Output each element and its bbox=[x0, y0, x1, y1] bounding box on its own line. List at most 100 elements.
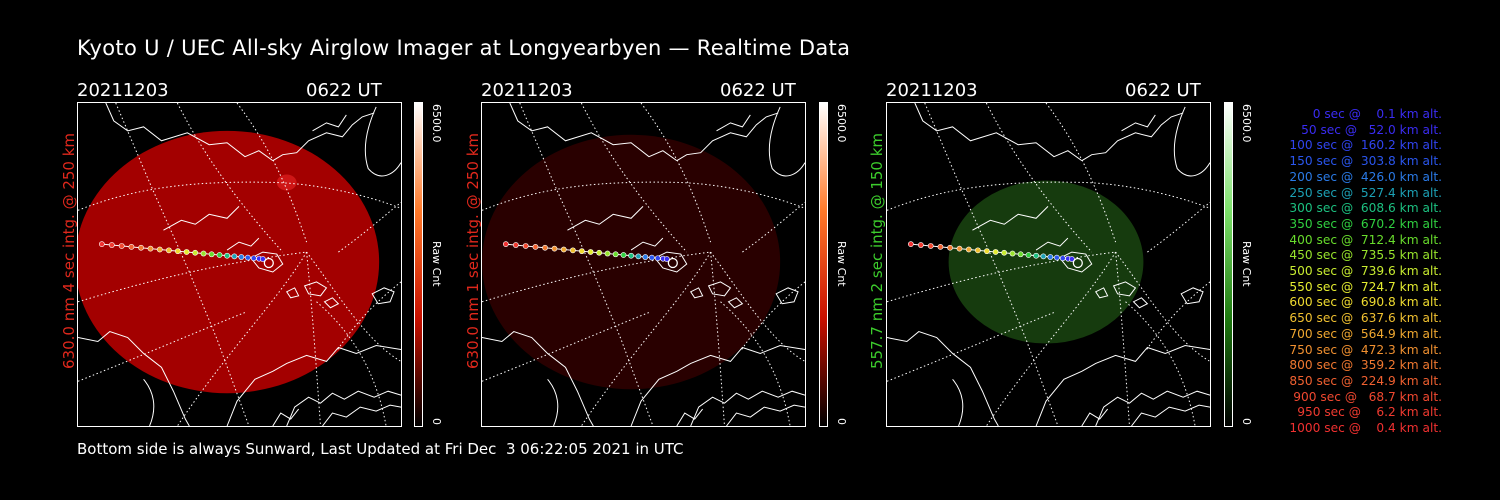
trajectory-point bbox=[502, 241, 509, 248]
trajectory-point bbox=[192, 249, 199, 256]
coastline bbox=[1035, 237, 1069, 251]
panel-1-cbar-max: 6500.0 bbox=[430, 104, 443, 143]
panel-2-time: 0622 UT bbox=[720, 80, 796, 101]
grid-line bbox=[519, 103, 654, 426]
coastline bbox=[105, 103, 274, 162]
panel-3-cbar-min: 0 bbox=[1240, 418, 1253, 425]
coastline bbox=[371, 287, 395, 305]
grid-line bbox=[1147, 201, 1210, 253]
coastline bbox=[707, 281, 732, 297]
coastline bbox=[716, 114, 751, 132]
legend-item: 400 sec @ 712.4 km alt. bbox=[1289, 232, 1442, 247]
panel-2-image bbox=[481, 102, 806, 427]
grid-line bbox=[1115, 252, 1130, 426]
grid-line bbox=[482, 181, 805, 211]
panel-3-date: 20211203 bbox=[886, 80, 978, 101]
trajectory-point bbox=[542, 244, 548, 251]
grid-line bbox=[306, 252, 321, 426]
trajectory-point bbox=[975, 247, 981, 254]
trajectory-point bbox=[1025, 252, 1032, 258]
panel-3-ylabel: 557.7 nm 2 sec intg. @ 150 km bbox=[868, 132, 886, 369]
panel-3-cbar-max: 6500.0 bbox=[1240, 104, 1253, 143]
grid-line bbox=[176, 251, 308, 426]
panel-1-date: 20211203 bbox=[77, 80, 169, 101]
station-marker bbox=[667, 257, 678, 269]
trajectory-point bbox=[596, 249, 603, 256]
coastline bbox=[163, 206, 240, 231]
panel-1-ylabel: 630.0 nm 4 sec intg. @ 250 km bbox=[60, 132, 78, 369]
coastline bbox=[1095, 390, 1210, 426]
coastline bbox=[775, 287, 799, 305]
coastline bbox=[250, 251, 284, 273]
legend-item: 500 sec @ 739.6 km alt. bbox=[1289, 264, 1442, 279]
trajectory-point bbox=[174, 248, 181, 255]
grid-line bbox=[710, 252, 725, 426]
legend-item: 250 sec @ 527.4 km alt. bbox=[1289, 185, 1442, 200]
panel-1-cbar-unit: Raw Cnt bbox=[430, 241, 443, 287]
trajectory-point bbox=[138, 244, 144, 251]
coastline bbox=[952, 378, 964, 426]
trajectory-point bbox=[259, 256, 266, 262]
trajectory-point bbox=[1059, 255, 1066, 262]
panel-1-image bbox=[77, 102, 402, 427]
trajectory-point bbox=[648, 254, 655, 261]
trajectory-point bbox=[244, 254, 251, 261]
trajectory-point bbox=[238, 254, 245, 260]
page-title: Kyoto U / UEC All-sky Airglow Imager at … bbox=[77, 36, 851, 60]
coastline bbox=[676, 408, 704, 426]
trajectory-point bbox=[917, 242, 924, 248]
trajectory-point bbox=[612, 251, 619, 258]
panel-1-colorbar bbox=[414, 102, 423, 427]
grid-line bbox=[78, 311, 248, 382]
airglow-image bbox=[78, 130, 380, 394]
trajectory-point bbox=[927, 243, 934, 249]
legend-item: 300 sec @ 608.6 km alt. bbox=[1289, 201, 1442, 216]
trajectory-point bbox=[1047, 254, 1054, 260]
coastline bbox=[272, 408, 300, 426]
trajectory-point bbox=[118, 243, 125, 249]
legend-item: 900 sec @ 68.7 km alt. bbox=[1293, 389, 1442, 404]
coastline bbox=[1173, 106, 1210, 177]
panel-3-colorbar bbox=[1224, 102, 1233, 427]
grid-line bbox=[176, 103, 284, 253]
coastline bbox=[285, 287, 300, 299]
coastline bbox=[630, 344, 805, 426]
trajectory-point bbox=[183, 249, 190, 255]
coastline bbox=[1094, 287, 1109, 299]
panel-2-date: 20211203 bbox=[481, 80, 573, 101]
coastline bbox=[482, 331, 594, 426]
legend-item: 100 sec @ 160.2 km alt. bbox=[1289, 138, 1442, 153]
trajectory-point bbox=[250, 255, 257, 262]
grid-line bbox=[78, 181, 401, 211]
trajectory-point bbox=[907, 241, 914, 248]
grid-line bbox=[985, 103, 1093, 253]
legend-item: 550 sec @ 724.7 km alt. bbox=[1289, 279, 1442, 294]
trajectory-point bbox=[587, 249, 594, 255]
coastline bbox=[226, 237, 260, 251]
grid-line bbox=[236, 103, 308, 243]
grid-line bbox=[1125, 301, 1196, 426]
coastline bbox=[689, 287, 704, 299]
legend-item: 950 sec @ 6.2 km alt. bbox=[1297, 405, 1442, 420]
grid-line bbox=[739, 281, 805, 352]
coastline bbox=[726, 404, 805, 426]
coastline bbox=[727, 297, 744, 309]
trajectory-point bbox=[551, 245, 558, 252]
coastline bbox=[323, 297, 340, 309]
footer-note: Bottom side is always Sunward, Last Upda… bbox=[77, 440, 684, 458]
station-marker bbox=[263, 257, 274, 269]
coastline bbox=[972, 206, 1049, 231]
trajectory-point bbox=[570, 247, 576, 254]
coastline bbox=[768, 106, 805, 177]
trajectory-point bbox=[635, 253, 642, 260]
trajectory-point bbox=[522, 243, 529, 249]
legend-item: 650 sec @ 637.6 km alt. bbox=[1289, 311, 1442, 326]
coastline bbox=[1112, 281, 1137, 297]
grid-line bbox=[710, 251, 805, 362]
trajectory-point bbox=[98, 241, 105, 248]
trajectory-point bbox=[1033, 252, 1039, 259]
trajectory-point bbox=[216, 252, 223, 258]
grid-line bbox=[985, 251, 1117, 426]
trajectory-point bbox=[947, 244, 953, 251]
legend-item: 150 sec @ 303.8 km alt. bbox=[1289, 154, 1442, 169]
